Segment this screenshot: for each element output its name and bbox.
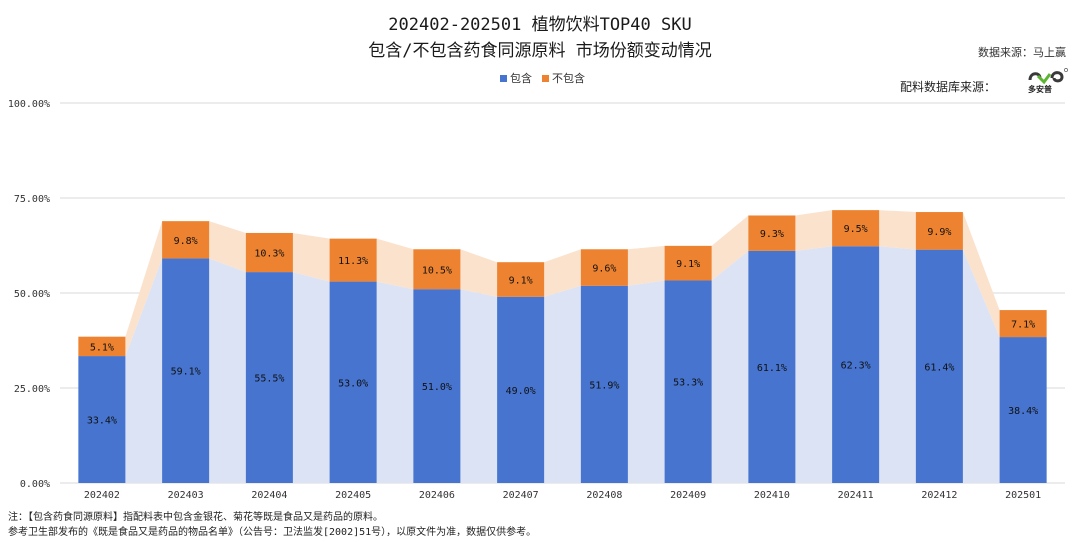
footnote-line1: 注：【包含药食同源原料】指配料表中包含金银花、菊花等既是食品又是药品的原料。 <box>8 512 383 523</box>
bar-include <box>329 281 377 483</box>
x-tick-label: 202412 <box>921 490 957 501</box>
data-label-include: 61.4% <box>924 362 954 373</box>
bar-exclude <box>245 232 293 273</box>
y-tick-label: 25.00% <box>14 384 50 395</box>
x-tick-label: 202411 <box>838 490 874 501</box>
bar-exclude <box>915 212 963 250</box>
y-tick-label: 100.00% <box>8 99 50 110</box>
y-tick-label: 0.00% <box>20 479 50 490</box>
x-tick-label: 202410 <box>754 490 790 501</box>
bar-include <box>78 356 126 483</box>
bar-exclude <box>162 221 210 259</box>
data-label-exclude: 9.5% <box>844 224 868 235</box>
data-label-exclude: 9.8% <box>174 236 198 247</box>
exclude-area-band <box>78 210 1047 357</box>
x-tick-label: 202405 <box>335 490 371 501</box>
bar-include <box>245 272 293 483</box>
legend-item-exclude: 不包含 <box>542 70 585 86</box>
bar-include <box>748 250 796 483</box>
legend-swatch-include <box>500 74 507 82</box>
include-area-band <box>78 246 1047 483</box>
data-label-include: 59.1% <box>171 367 201 378</box>
data-label-include: 38.4% <box>1008 406 1038 417</box>
bar-include <box>915 249 963 483</box>
bar-exclude <box>664 245 712 281</box>
x-tick-label: 202404 <box>251 490 287 501</box>
data-label-include: 51.9% <box>589 380 619 391</box>
data-label-include: 61.1% <box>757 363 787 374</box>
bar-exclude <box>999 310 1047 338</box>
data-label-include: 49.0% <box>506 386 536 397</box>
data-label-exclude: 11.3% <box>338 256 368 267</box>
x-tick-label: 202408 <box>586 490 622 501</box>
bar-exclude <box>413 249 461 290</box>
logo-text: 多安普 <box>1028 85 1052 94</box>
bar-exclude <box>580 249 628 286</box>
y-tick-label: 75.00% <box>14 194 50 205</box>
data-label-include: 55.5% <box>254 374 284 385</box>
bar-exclude <box>497 262 545 297</box>
bar-exclude <box>748 215 796 251</box>
footnote-line2: 参考卫生部发布的《既是食品又是药品的物品名单》（公告号：卫法监发[2002]51… <box>8 527 537 538</box>
y-tick-label: 50.00% <box>14 289 50 300</box>
bar-include <box>999 337 1047 483</box>
legend-label-include: 包含 <box>510 72 532 85</box>
x-tick-label: 202409 <box>670 490 706 501</box>
data-label-exclude: 9.9% <box>927 227 951 238</box>
bar-include <box>832 246 880 483</box>
bar-include <box>664 280 712 483</box>
data-label-exclude: 5.1% <box>90 342 114 353</box>
data-label-exclude: 10.5% <box>422 265 452 276</box>
x-tick-label: 202407 <box>503 490 539 501</box>
data-label-exclude: 9.3% <box>760 229 784 240</box>
chart-title-line2: 包含/不包含药食同源原料 市场份额变动情况 <box>368 41 712 61</box>
data-source: 数据来源：马上赢 <box>978 46 1066 59</box>
bar-include <box>162 258 210 483</box>
data-label-exclude: 9.1% <box>676 259 700 270</box>
x-tick-label: 202403 <box>168 490 204 501</box>
data-label-exclude: 9.6% <box>592 264 616 275</box>
bar-include <box>497 296 545 483</box>
data-label-include: 53.0% <box>338 378 368 389</box>
bar-exclude <box>78 336 126 357</box>
data-label-include: 51.0% <box>422 382 452 393</box>
data-label-exclude: 10.3% <box>254 249 284 260</box>
bar-exclude <box>329 238 377 282</box>
data-label-exclude: 7.1% <box>1011 320 1035 331</box>
x-tick-label: 202406 <box>419 490 455 501</box>
legend-item-include: 包含 <box>500 70 532 86</box>
bar-include <box>580 285 628 483</box>
legend-swatch-exclude <box>542 74 549 82</box>
legend-label-exclude: 不包含 <box>552 72 585 85</box>
x-tick-label: 202402 <box>84 490 120 501</box>
chart-title-line1: 202402-202501 植物饮料TOP40 SKU <box>388 15 692 35</box>
data-label-include: 53.3% <box>673 378 703 389</box>
db-source: 配料数据库来源： <box>900 80 997 94</box>
legend: 包含 不包含 <box>500 70 585 86</box>
data-label-include: 33.4% <box>87 416 117 427</box>
data-label-include: 62.3% <box>841 361 871 372</box>
bar-exclude <box>832 210 880 247</box>
x-tick-label: 202501 <box>1005 490 1041 501</box>
bar-include <box>413 289 461 483</box>
data-label-exclude: 9.1% <box>509 276 533 287</box>
duoanpu-logo <box>1028 68 1068 85</box>
